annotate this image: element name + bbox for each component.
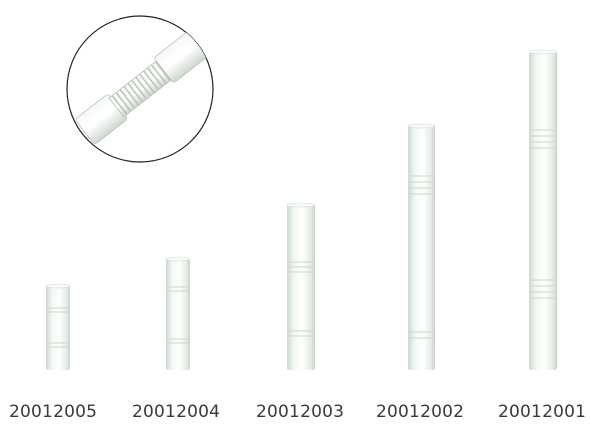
part-number-label: 20012004 [132, 402, 221, 422]
coupling-rod [528, 49, 558, 370]
part-number-label: 20012003 [256, 402, 345, 422]
part-number-label: 20012005 [9, 402, 98, 422]
part-number-label: 20012001 [498, 402, 587, 422]
detail-inset [66, 15, 214, 163]
coupling-rod [407, 123, 436, 370]
coupling-rod [165, 256, 191, 370]
coupling-rod [45, 283, 71, 370]
coupling-rod [286, 202, 316, 370]
part-number-label: 20012002 [376, 402, 465, 422]
